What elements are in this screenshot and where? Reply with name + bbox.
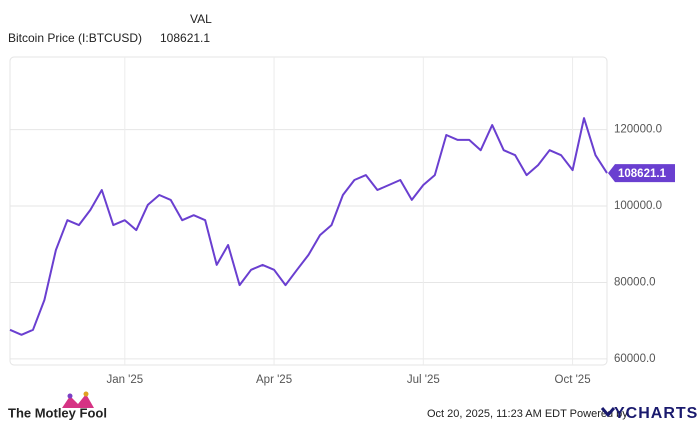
x-tick-label: Jan '25 [106,374,143,386]
legend-label: Bitcoin Price (I:BTCUSD) [8,31,142,45]
column-header: VAL [190,12,212,26]
y-tick-label: 120000.0 [614,124,662,136]
y-tick-label: 80000.0 [614,276,656,288]
y-tick-label: 60000.0 [614,353,656,365]
x-tick-label: Apr '25 [256,374,292,386]
motley-fool-logo [62,391,94,408]
ycharts-icon [600,407,616,418]
legend-value: 108621.1 [160,31,210,45]
value-callout-label: 108621.1 [618,168,667,180]
provider: YCHARTS [614,405,698,422]
timestamp: Oct 20, 2025, 11:23 AM EDT Powered by [427,408,628,420]
line [9,117,608,336]
value-callout [608,164,675,183]
plot-frame [9,56,608,366]
x-tick-label: Jul '25 [407,374,440,386]
x-tick-label: Oct '25 [555,374,591,386]
brand: The Motley Fool [8,405,107,420]
y-tick-label: 100000.0 [614,200,662,212]
